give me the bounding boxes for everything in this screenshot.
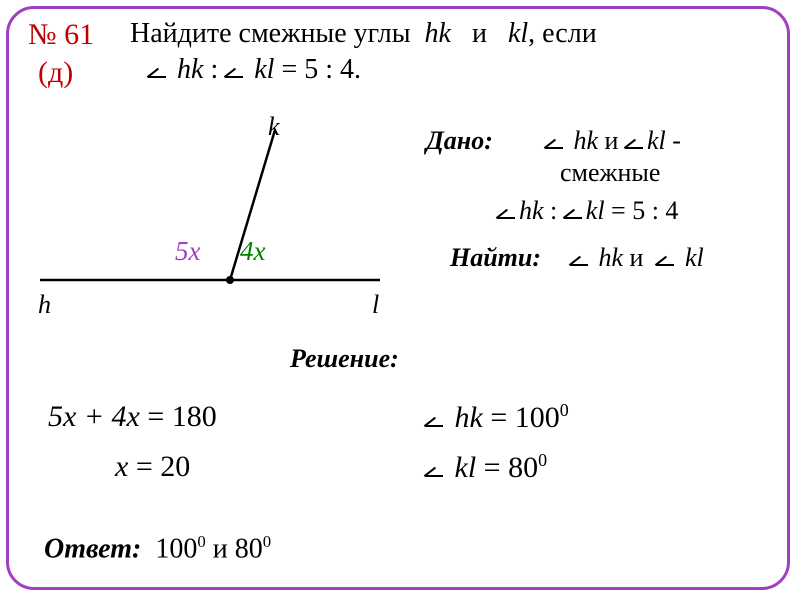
given-line1: hk и kl - [545, 126, 681, 156]
angles-diagram [30, 110, 390, 330]
coef-4x: 4x [240, 236, 265, 267]
given-ratio-kl: kl [586, 196, 605, 225]
vertex-dot [226, 276, 234, 284]
answer-and: и [213, 533, 228, 564]
eq1-left: 5x + 4x [48, 400, 140, 433]
ratio-hk: hk [177, 54, 203, 85]
coef-5x: 5x [175, 236, 200, 267]
angle-icon [570, 250, 590, 266]
eq2-right: = 20 [136, 450, 190, 483]
given-hk: hk [574, 126, 599, 155]
deg-sup: 0 [197, 532, 205, 551]
given-and: и [605, 126, 619, 155]
ratio-kl: kl [254, 54, 274, 85]
given-ratio-hk: hk [519, 196, 544, 225]
eq1: 5x + 4x = 180 [48, 400, 217, 434]
res2-val: = 80 [484, 451, 538, 484]
angle-icon [656, 250, 676, 266]
given-kl: kl [647, 126, 666, 155]
answer-val1: 100 [155, 533, 197, 564]
angle-icon [625, 133, 645, 149]
deg-sup: 0 [263, 532, 271, 551]
answer-title: Ответ: [44, 533, 141, 564]
res1-val: = 100 [490, 401, 559, 434]
angle-icon [564, 203, 584, 219]
problem-number: № 61 [28, 18, 94, 52]
solution-title: Решение: [290, 344, 399, 374]
find-kl: kl [685, 243, 704, 272]
problem-statement: Найдите смежные углы hk и kl, если [130, 18, 597, 50]
angle-icon [425, 411, 445, 427]
res2-var: kl [455, 451, 477, 484]
given-ratio-val: = 5 : 4 [611, 196, 678, 225]
stmt-and: и [472, 18, 487, 49]
find-hk: hk [599, 243, 624, 272]
eq1-right: = 180 [147, 400, 216, 433]
problem-part: (д) [38, 56, 73, 90]
problem-ratio: hk : kl = 5 : 4. [148, 54, 361, 86]
answer-val2: 80 [235, 533, 263, 564]
label-l: l [372, 290, 379, 320]
given-title: Дано: [426, 126, 493, 156]
find-and: и [630, 243, 644, 272]
deg-sup: 0 [538, 450, 547, 470]
ratio-val: = 5 : 4. [281, 54, 361, 85]
find-title: Найти: [450, 243, 541, 273]
result1: hk = 1000 [425, 400, 569, 435]
angle-icon [425, 461, 445, 477]
result2: kl = 800 [425, 450, 547, 485]
label-k: k [268, 112, 280, 142]
angle-icon [545, 133, 565, 149]
angle-icon [497, 203, 517, 219]
find-content: hk и kl [570, 243, 704, 273]
angle-icon [225, 62, 245, 78]
stmt-if: , если [528, 18, 597, 49]
eq2-left: x [115, 450, 128, 483]
stmt-hk: hk [425, 18, 451, 49]
stmt-text1: Найдите смежные углы [130, 18, 411, 49]
given-dash: - [672, 126, 681, 155]
eq2: x = 20 [115, 450, 190, 484]
label-h: h [38, 290, 51, 320]
given-adjacent: смежные [560, 158, 660, 188]
res1-var: hk [455, 401, 483, 434]
given-ratio: hk : kl = 5 : 4 [497, 196, 678, 226]
angle-icon [148, 62, 168, 78]
answer: Ответ: 1000 и 800 [44, 532, 271, 565]
deg-sup: 0 [560, 400, 569, 420]
stmt-kl: kl [508, 18, 528, 49]
